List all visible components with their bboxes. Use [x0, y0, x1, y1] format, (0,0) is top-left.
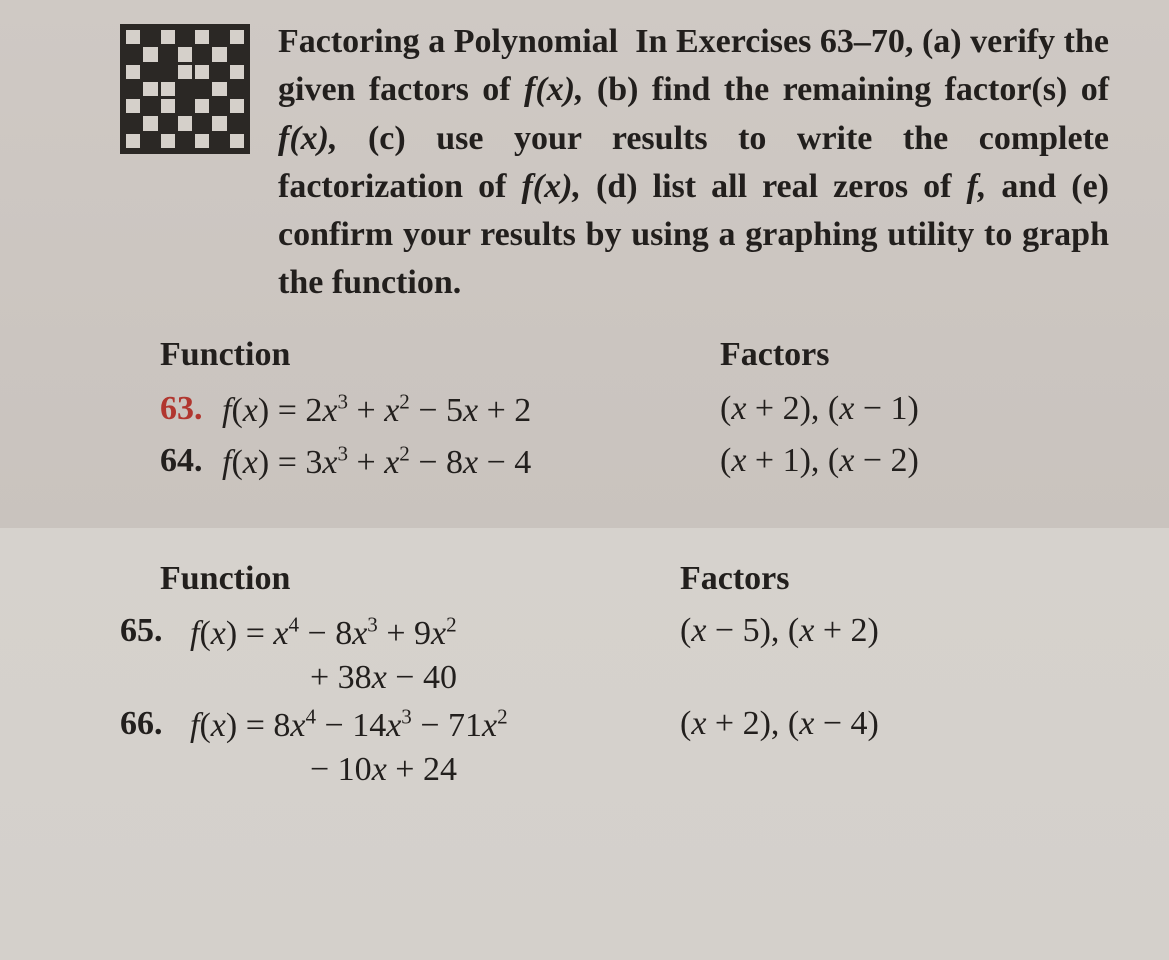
lower-section: Function Factors 65. f(x) = x4 − 8x3 + 9…	[120, 542, 1109, 789]
intro-row: Factoring a Polynomial In Exercises 63–7…	[120, 18, 1109, 308]
upper-section: Function Factors 63. f(x) = 2x3 + x2 − 5…	[120, 336, 1109, 483]
lead-in: In Exercises 63–70,	[635, 23, 913, 60]
exercise-factors: (x + 1), (x − 2)	[720, 442, 1109, 480]
exercise-factors: (x − 5), (x + 2)	[680, 612, 1109, 650]
section-gap	[120, 494, 1109, 542]
qr-code-icon	[120, 24, 250, 154]
exercise-function: f(x) = 8x4 − 14x3 − 71x2 − 10x + 24	[190, 705, 680, 789]
exercise-number: 65.	[120, 612, 190, 650]
fx-3: f(x),	[521, 168, 580, 205]
column-headers-upper: Function Factors	[160, 336, 1109, 374]
exercise-function: f(x) = x4 − 8x3 + 9x2 + 38x − 40	[190, 612, 680, 696]
header-factors: Factors	[720, 336, 1109, 374]
exercise-63: 63. f(x) = 2x3 + x2 − 5x + 2 (x + 2), (x…	[160, 390, 1109, 430]
part-d: (d) list all real zeros of	[596, 168, 951, 205]
exercise-function: f(x) = 3x3 + x2 − 8x − 4	[222, 442, 720, 482]
part-b: (b) find the remaining factor(s) of	[597, 71, 1109, 108]
column-headers-lower: Function Factors	[120, 560, 1109, 598]
exercise-65: 65. f(x) = x4 − 8x3 + 9x2 + 38x − 40 (x …	[120, 612, 1109, 696]
exercise-factors: (x + 2), (x − 1)	[720, 390, 1109, 428]
exercise-factors: (x + 2), (x − 4)	[680, 705, 1109, 743]
exercise-function: f(x) = 2x3 + x2 − 5x + 2	[222, 390, 720, 430]
header-factors: Factors	[680, 560, 1109, 598]
exercise-number: 66.	[120, 705, 190, 743]
f-comma: f,	[967, 168, 987, 205]
exercise-number: 64.	[160, 442, 222, 480]
header-function: Function	[120, 560, 680, 598]
instructions-text: Factoring a Polynomial In Exercises 63–7…	[278, 18, 1109, 308]
textbook-page: Factoring a Polynomial In Exercises 63–7…	[0, 0, 1169, 960]
fx-2: f(x),	[278, 120, 337, 157]
exercise-66: 66. f(x) = 8x4 − 14x3 − 71x2 − 10x + 24 …	[120, 705, 1109, 789]
exercise-64: 64. f(x) = 3x3 + x2 − 8x − 4 (x + 1), (x…	[160, 442, 1109, 482]
section-title: Factoring a Polynomial	[278, 23, 618, 60]
fx-1: f(x),	[524, 71, 583, 108]
header-function: Function	[160, 336, 720, 374]
exercise-number: 63.	[160, 390, 222, 428]
